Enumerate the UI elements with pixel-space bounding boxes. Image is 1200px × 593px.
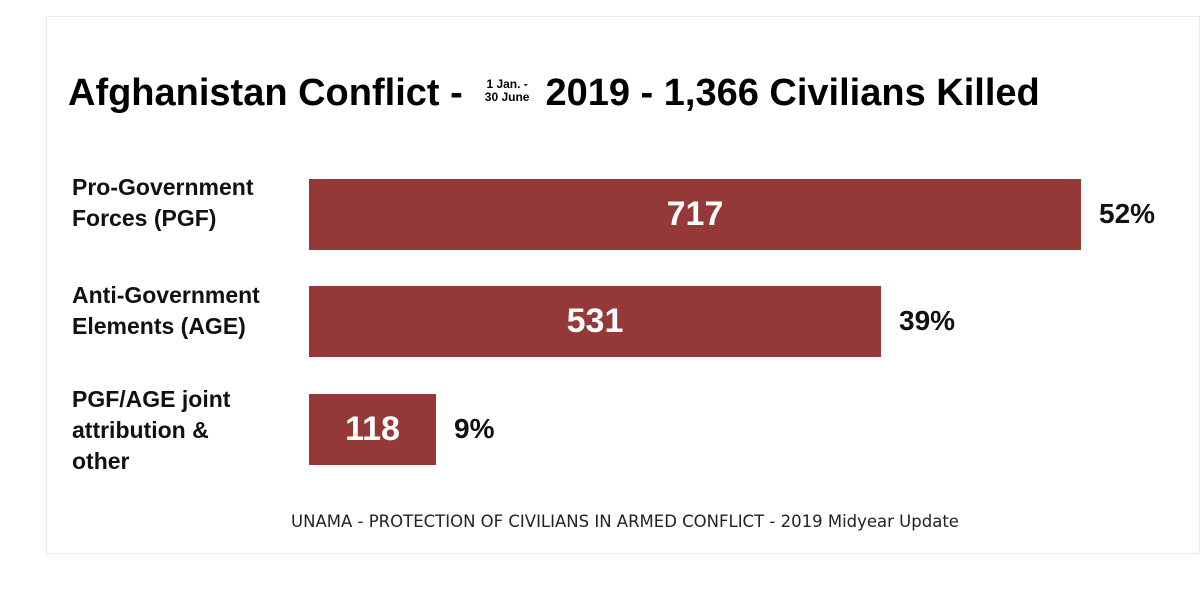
percent-label: 52% xyxy=(1099,198,1156,229)
source-note: UNAMA - PROTECTION OF CIVILIANS IN ARMED… xyxy=(291,512,959,531)
bar: 531 xyxy=(309,286,881,357)
bar-value-label: 717 xyxy=(666,195,724,233)
bar: 118 xyxy=(309,394,436,465)
category-label: Anti-Government Elements (AGE) xyxy=(72,282,260,339)
percent-label: 39% xyxy=(899,305,956,336)
title-date-start: 1 Jan. - xyxy=(486,77,528,91)
bar: 717 xyxy=(309,179,1081,250)
bar-value-label: 531 xyxy=(566,302,624,340)
bar-value-label: 118 xyxy=(345,410,400,448)
category-label: PGF/AGE joint attribution & other xyxy=(72,386,231,474)
title-subject: 2019 - 1,366 Civilians Killed xyxy=(545,71,1040,114)
percent-label: 9% xyxy=(454,413,495,444)
chart-title: Afghanistan Conflict - 1 Jan. - 30 June … xyxy=(68,68,1040,118)
title-date-range: 1 Jan. - 30 June xyxy=(485,78,530,104)
chart-card xyxy=(46,16,1200,554)
category-label: Pro-Government Forces (PGF) xyxy=(72,174,254,231)
title-date-end: 30 June xyxy=(484,90,530,104)
title-main: Afghanistan Conflict - xyxy=(68,71,463,114)
